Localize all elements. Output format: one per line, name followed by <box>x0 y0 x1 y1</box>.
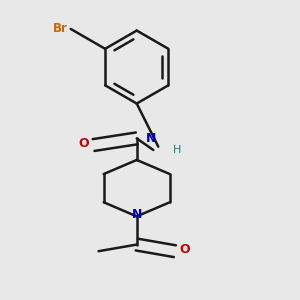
Text: Br: Br <box>53 22 68 35</box>
Text: O: O <box>78 137 88 150</box>
Text: N: N <box>146 132 157 145</box>
Text: N: N <box>131 208 142 221</box>
Text: H: H <box>173 145 182 155</box>
Text: O: O <box>180 243 190 256</box>
